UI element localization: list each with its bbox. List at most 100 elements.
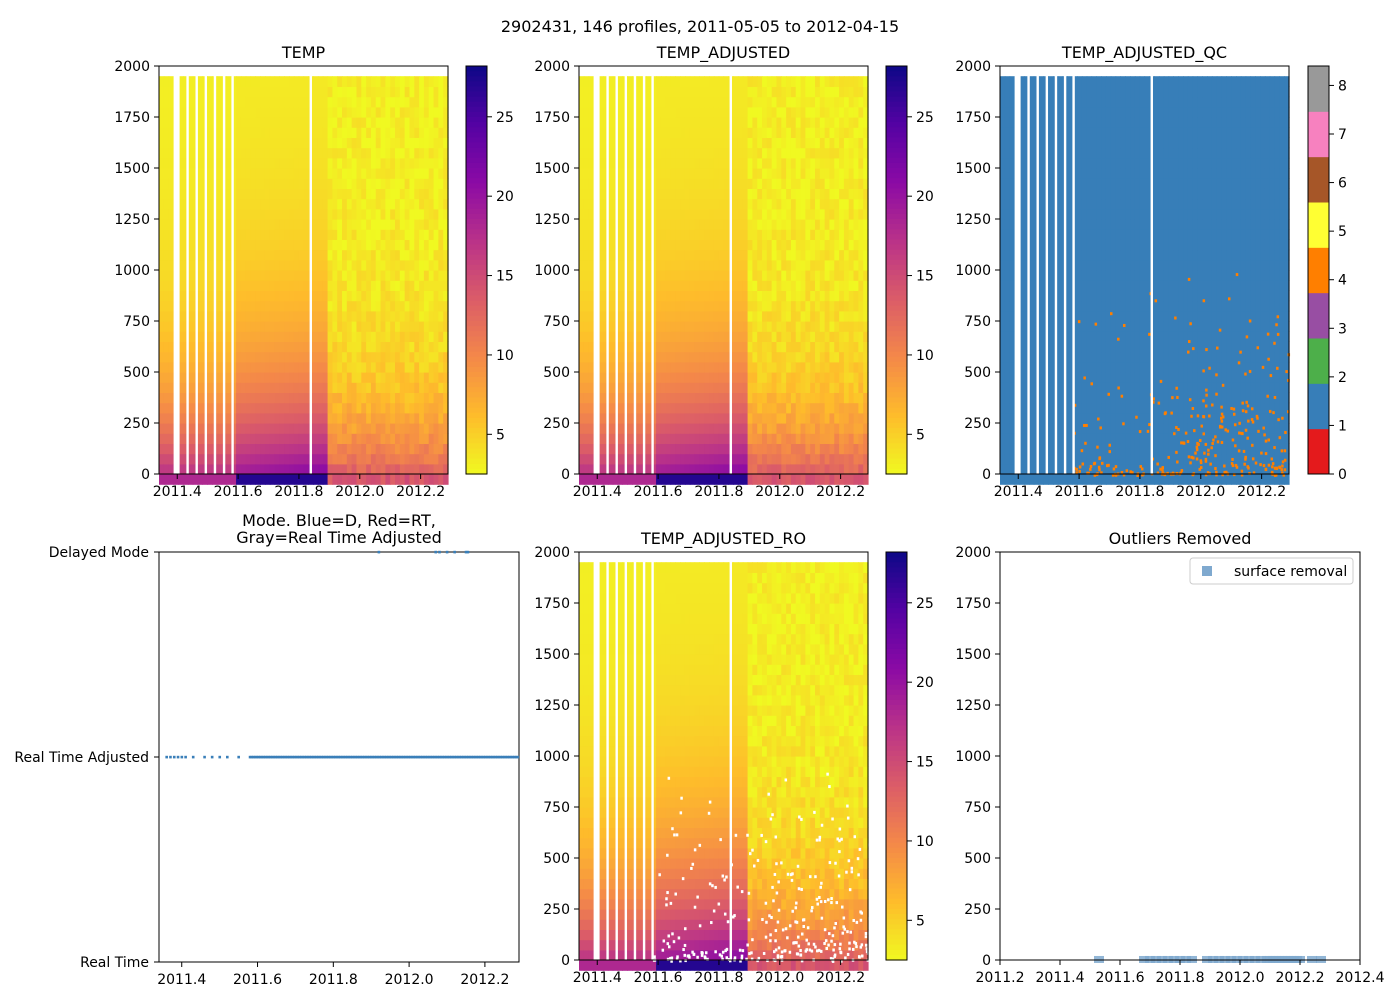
temp_adj-cell: [766, 402, 773, 414]
temp_adj-cell: [863, 412, 869, 424]
temp_adj-cell: [815, 76, 821, 87]
temp-cell: [342, 229, 348, 240]
temp-colorbar-swatch: [466, 270, 487, 276]
temp-cell: [370, 127, 377, 138]
temp_adj-cell: [713, 178, 720, 189]
temp-cell: [375, 239, 382, 251]
temp-cell: [361, 372, 367, 383]
temp_adj-cell: [815, 361, 821, 373]
temp_adj-cell: [742, 117, 749, 128]
temp_adj-cell: [675, 147, 681, 159]
temp_adj-cell: [680, 331, 686, 342]
temp-cell: [279, 290, 285, 302]
temp-cell: [375, 412, 382, 424]
temp-cell: [255, 392, 261, 404]
temp-cell: [337, 76, 343, 87]
temp_adj-cell: [752, 300, 758, 312]
temp_adj-cell: [762, 106, 768, 118]
temp-colorbar-swatch: [466, 137, 487, 144]
temp-cell: [337, 453, 343, 465]
temp_adj-cell: [583, 168, 590, 179]
temp-cell: [414, 443, 420, 455]
temp_adj-cell: [651, 96, 657, 108]
temp_adj-cell: [790, 178, 797, 189]
temp_adj-cell: [747, 76, 753, 87]
temp-cell: [183, 463, 189, 475]
temp-cell: [289, 331, 295, 342]
temp-cell: [298, 198, 305, 210]
temp_adj-cell: [742, 239, 749, 251]
temp_adj-cell: [660, 392, 667, 404]
temp-cell: [337, 229, 343, 240]
temp_adj-cell: [805, 239, 811, 251]
temp-cell: [264, 372, 271, 383]
temp-colorbar-swatch: [466, 224, 487, 230]
temp-cell: [260, 157, 266, 169]
temp_adj-cell: [699, 331, 705, 342]
temp-colorbar-swatch: [466, 423, 487, 429]
temp_adj-cell: [583, 229, 590, 240]
temp-cell: [433, 341, 439, 353]
temp_adj-cell: [786, 157, 792, 169]
temp-cell: [183, 229, 189, 240]
temp_adj-cell: [786, 331, 792, 342]
temp_adj-cell: [583, 443, 590, 455]
temp-cell: [351, 382, 358, 393]
temp_adj-cell: [819, 402, 826, 414]
temp_adj-cell: [704, 443, 710, 455]
temp_adj-cell: [723, 270, 729, 281]
temp-cell: [187, 96, 194, 108]
temp_adj-cell: [636, 443, 643, 455]
temp_adj-cell: [675, 310, 681, 322]
temp_adj-cell: [579, 96, 585, 108]
temp_adj-cell: [617, 239, 623, 251]
temp-cell: [419, 310, 425, 322]
temp_adj-cell: [815, 270, 821, 281]
temp_adj-cell: [713, 270, 720, 281]
temp_adj-cell: [689, 474, 696, 485]
temp_adj-cell: [617, 229, 623, 240]
temp_adj-cell: [670, 259, 676, 271]
temp_adj-cell: [762, 382, 768, 393]
temp-cell: [370, 433, 377, 444]
temp_adj-cell: [636, 239, 643, 251]
temp_adj-cell: [858, 117, 864, 128]
temp_adj-cell: [834, 219, 840, 230]
temp-cell: [399, 280, 406, 291]
temp_adj-cell: [699, 290, 705, 302]
temp-cell: [433, 372, 439, 383]
temp_adj-cell: [579, 463, 585, 475]
temp_adj-cell: [815, 331, 821, 342]
temp_adj-cell: [762, 259, 768, 271]
temp-cell: [433, 310, 439, 322]
temp-cell: [332, 361, 338, 373]
temp_adj-cell: [670, 168, 676, 179]
temp-cell: [370, 290, 377, 302]
temp_adj-cell: [607, 310, 614, 322]
temp-cell: [438, 300, 444, 312]
temp_adj-cell: [689, 423, 696, 434]
temp-cell: [423, 372, 430, 383]
temp_adj-cell: [680, 249, 686, 261]
temp-cell: [260, 453, 266, 465]
temp-cell: [245, 280, 252, 291]
temp_adj-cell: [863, 270, 869, 281]
temp_adj-cell: [704, 188, 710, 200]
temp-cell: [337, 341, 343, 353]
temp-cell: [346, 290, 353, 302]
temp_adj-cell: [588, 341, 595, 353]
temp_adj-cell: [752, 249, 758, 261]
temp_adj-cell: [848, 423, 855, 434]
temp-cell: [317, 219, 324, 230]
temp_adj-cell: [776, 270, 782, 281]
temp_adj-cell: [607, 117, 614, 128]
temp-cell: [279, 351, 285, 363]
temp-cell: [414, 270, 420, 281]
temp_adj-cell: [636, 331, 643, 342]
temp_adj-cell: [603, 331, 609, 342]
temp_adj-cell: [766, 351, 773, 363]
temp-cell: [216, 433, 223, 444]
temp_adj-cell: [579, 351, 585, 363]
temp_adj-cell: [757, 382, 763, 393]
temp-cell: [423, 443, 430, 455]
